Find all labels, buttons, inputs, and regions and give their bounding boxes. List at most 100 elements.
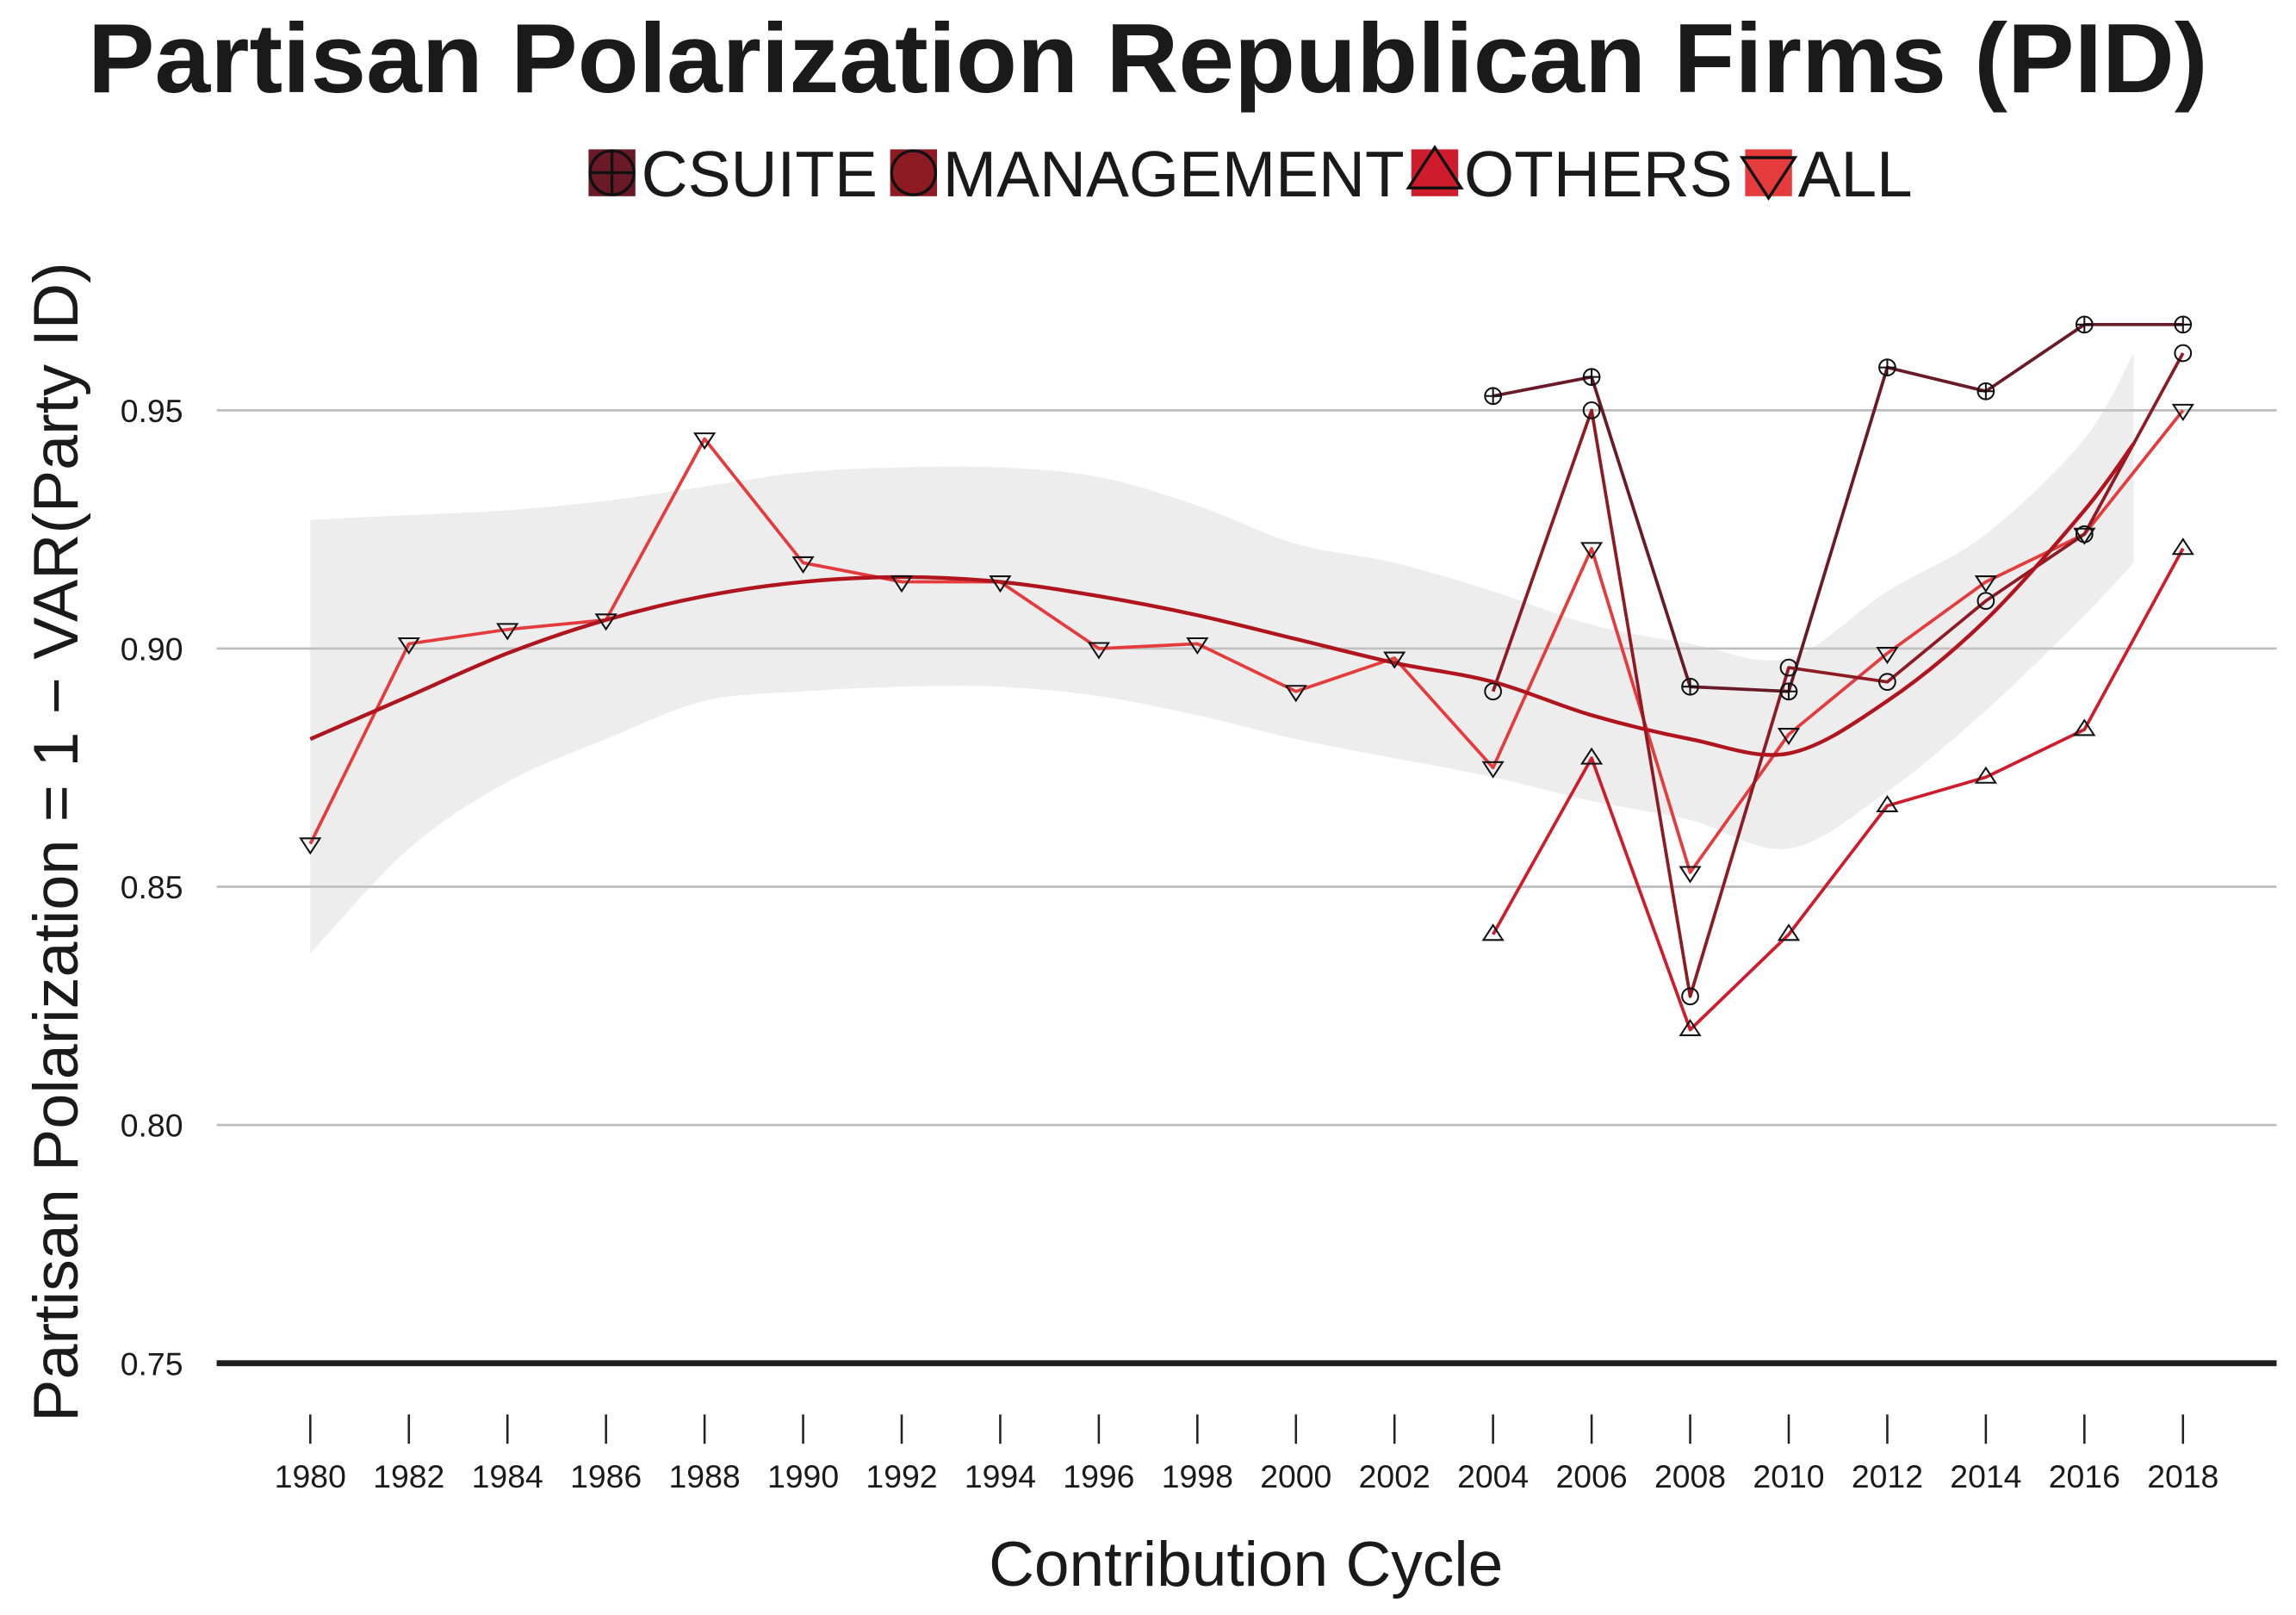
data-point-all bbox=[1876, 647, 1899, 665]
x-tick-label: 1990 bbox=[767, 1458, 839, 1494]
legend-label: OTHERS bbox=[1464, 138, 1733, 210]
y-tick-label: 0.85 bbox=[121, 869, 183, 905]
chart-title: Partisan Polarization Republican Firms (… bbox=[88, 4, 2208, 114]
data-point-management-circle bbox=[2075, 525, 2094, 544]
data-point-all bbox=[1284, 685, 1307, 703]
legend-symbol-circle-icon bbox=[890, 149, 937, 196]
data-point-all bbox=[1579, 542, 1604, 560]
data-point-all bbox=[1777, 728, 1801, 746]
data-point-others bbox=[1579, 747, 1604, 765]
data-point-management bbox=[1878, 673, 1896, 692]
data-point-csuite bbox=[1878, 358, 1896, 376]
data-point-management-circle bbox=[1681, 987, 1699, 1006]
series-line-management bbox=[1491, 352, 2185, 998]
x-tick-label: 2016 bbox=[2049, 1458, 2120, 1494]
data-point-csuite bbox=[1779, 682, 1798, 701]
x-tick-label: 2008 bbox=[1654, 1458, 1726, 1494]
data-point-management bbox=[2075, 525, 2094, 544]
data-point-csuite bbox=[1484, 387, 1503, 406]
y-tick-label: 0.80 bbox=[121, 1108, 183, 1144]
legend-item-all: ALL bbox=[1739, 138, 1913, 210]
data-point-management-circle bbox=[1779, 658, 1798, 677]
x-tick-label: 2014 bbox=[1950, 1458, 2021, 1494]
data-point-others bbox=[1679, 1018, 1702, 1036]
data-point-others bbox=[1481, 923, 1505, 941]
legend-symbol-triangle-up-icon bbox=[1406, 145, 1464, 189]
data-point-others bbox=[1974, 766, 1997, 784]
data-point-management-circle bbox=[2174, 344, 2193, 363]
data-point-csuite bbox=[1681, 677, 1699, 696]
data-point-all bbox=[594, 613, 617, 631]
series-line-all bbox=[308, 409, 2185, 874]
x-tick-label: 2018 bbox=[2147, 1458, 2218, 1494]
data-point-management bbox=[1484, 682, 1503, 701]
legend-symbol-circle-plus-icon bbox=[588, 149, 636, 196]
x-tick-label: 1994 bbox=[965, 1458, 1036, 1494]
data-point-all bbox=[496, 623, 519, 641]
y-tick-label: 0.90 bbox=[121, 631, 183, 668]
trend-line bbox=[309, 442, 2136, 757]
data-point-all bbox=[397, 637, 420, 655]
data-point-management bbox=[2174, 344, 2193, 363]
x-tick-label: 2010 bbox=[1753, 1458, 1824, 1494]
data-point-others bbox=[1876, 794, 1899, 812]
data-point-csuite bbox=[2075, 315, 2094, 334]
data-point-management-circle bbox=[1484, 682, 1503, 701]
data-point-all bbox=[1974, 575, 1997, 593]
data-point-others bbox=[1777, 923, 1801, 941]
x-tick-label: 1982 bbox=[373, 1458, 444, 1494]
gridlines bbox=[216, 409, 2277, 1127]
x-tick-label: 2004 bbox=[1457, 1458, 1529, 1494]
legend-item-management: MANAGEMENT bbox=[890, 138, 1405, 210]
data-point-csuite bbox=[1582, 368, 1601, 387]
legend-item-csuite: CSUITE bbox=[588, 138, 878, 210]
trend-line-group bbox=[309, 442, 2136, 757]
data-point-all bbox=[1679, 866, 1702, 884]
data-point-all bbox=[2171, 403, 2194, 421]
axes: 0.75 0.80 0.85 0.90 0.95 1980 1982 1984 1986 1988… bbox=[121, 393, 2277, 1494]
legend-symbol-circle-icon-circle bbox=[890, 149, 937, 196]
data-point-all bbox=[299, 837, 322, 855]
legend-label: MANAGEMENT bbox=[943, 138, 1405, 210]
legend: CSUITE MANAGEMENT OTHERS ALL bbox=[588, 138, 1913, 210]
x-tick-label: 1998 bbox=[1162, 1458, 1233, 1494]
data-point-management bbox=[1976, 592, 1995, 611]
legend-label: CSUITE bbox=[642, 138, 878, 210]
x-tick-label: 1996 bbox=[1063, 1458, 1134, 1494]
data-point-all bbox=[989, 575, 1012, 593]
confidence-band-area bbox=[310, 352, 2134, 953]
y-tick-label: 0.95 bbox=[121, 393, 183, 429]
data-point-csuite bbox=[2174, 315, 2193, 334]
data-point-all bbox=[1481, 761, 1505, 779]
x-axis-title: Contribution Cycle bbox=[989, 1530, 1503, 1599]
y-tick-label: 0.75 bbox=[121, 1345, 183, 1382]
x-tick-label: 2006 bbox=[1556, 1458, 1628, 1494]
x-tick-label: 1992 bbox=[866, 1458, 937, 1494]
data-point-all bbox=[2073, 527, 2096, 545]
data-point-management-circle bbox=[1878, 673, 1896, 692]
data-point-all bbox=[1186, 637, 1209, 655]
x-tick-label: 2002 bbox=[1359, 1458, 1430, 1494]
data-point-management-circle bbox=[1976, 592, 1995, 611]
x-tick-label: 1988 bbox=[669, 1458, 741, 1494]
x-tick-label: 1980 bbox=[275, 1458, 346, 1494]
data-point-csuite bbox=[1976, 382, 1995, 401]
legend-item-others: OTHERS bbox=[1406, 138, 1733, 210]
data-point-all bbox=[693, 432, 717, 450]
series-line-csuite bbox=[1492, 322, 2183, 693]
data-point-management-circle bbox=[1582, 401, 1601, 419]
data-point-all bbox=[1087, 642, 1110, 660]
legend-symbol-triangle-down-icon bbox=[1739, 156, 1798, 202]
data-point-others bbox=[2073, 718, 2096, 736]
data-point-all bbox=[890, 575, 914, 593]
x-tick-label: 2000 bbox=[1260, 1458, 1331, 1494]
series-lines bbox=[308, 322, 2185, 1032]
data-point-management bbox=[1681, 987, 1699, 1006]
data-point-all bbox=[791, 556, 815, 575]
confidence-band bbox=[310, 352, 2134, 953]
data-point-all bbox=[1383, 651, 1406, 669]
x-tick-label: 1984 bbox=[472, 1458, 543, 1494]
x-tick-label: 2012 bbox=[1852, 1458, 1923, 1494]
legend-label: ALL bbox=[1798, 138, 1913, 210]
data-point-management bbox=[1779, 658, 1798, 677]
